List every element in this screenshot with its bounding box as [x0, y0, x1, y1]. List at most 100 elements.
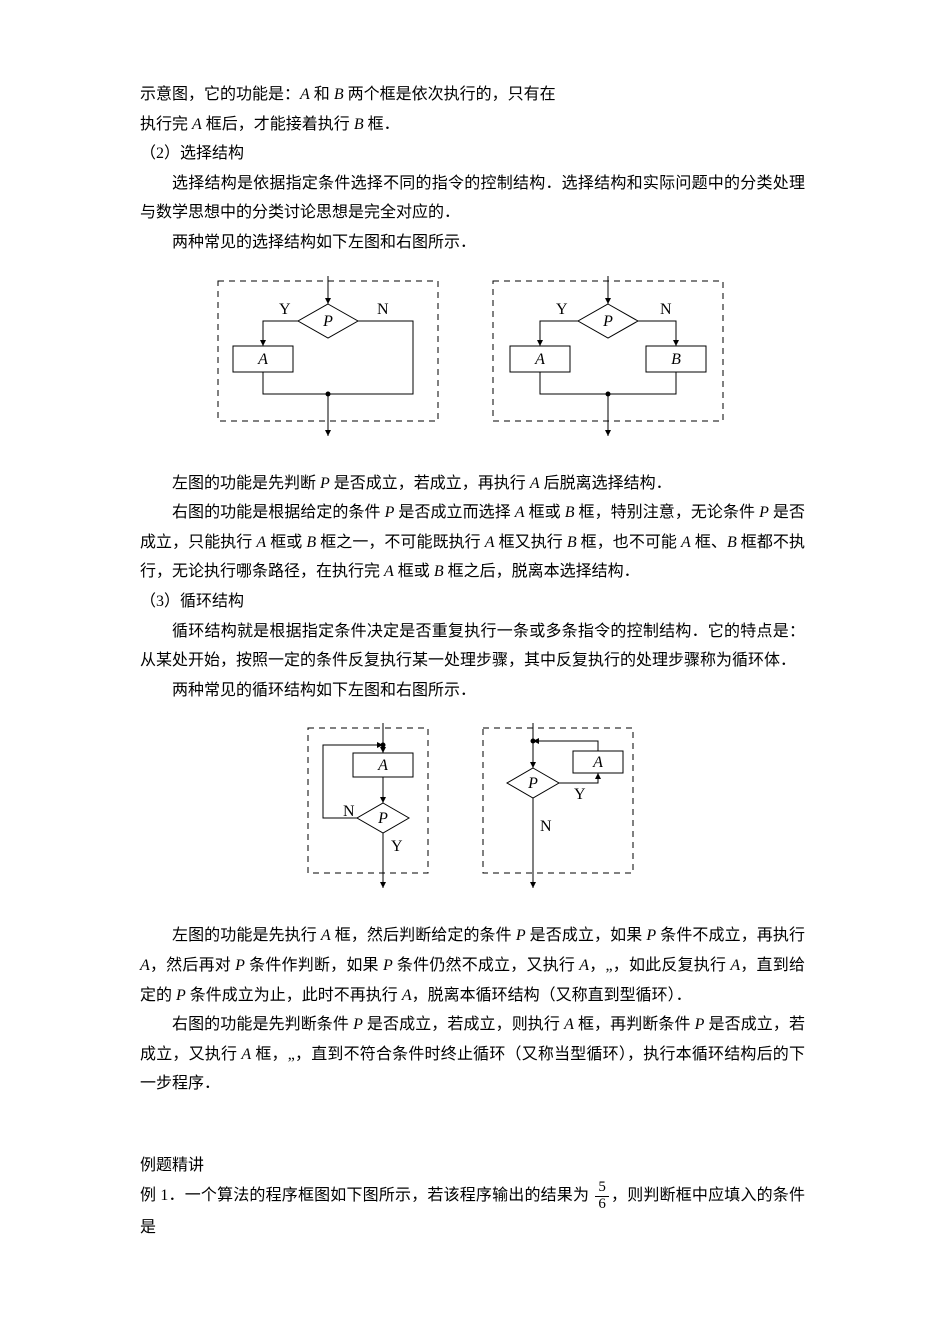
t: 例 1．一个算法的程序框图如下图所示，若该程序输出的结果为	[140, 1187, 593, 1204]
loop-exp-right: 右图的功能是先判断条件 P 是否成立，若成立，则执行 A 框，再判断条件 P 是…	[140, 1010, 805, 1099]
var-A: A	[140, 957, 150, 974]
var-A: A	[402, 987, 412, 1004]
svg-text:Y: Y	[279, 301, 291, 318]
fraction-numerator: 5	[595, 1180, 609, 1197]
t: 框又执行	[495, 534, 567, 551]
seq-desc-line2: 执行完 A 框后，才能接着执行 B 框．	[140, 110, 805, 140]
t: 框之一，不可能既执行	[316, 534, 485, 551]
loop-exp-left: 左图的功能是先执行 A 框，然后判断给定的条件 P 是否成立，如果 P 条件不成…	[140, 921, 805, 1010]
t: ，脱离本循环结构（又称直到型循环）．	[412, 987, 692, 1004]
t: 条件成立为止，此时不再执行	[186, 987, 402, 1004]
selection-flowchart-left: P Y N A	[213, 276, 448, 441]
t: 示意图，它的功能是：	[140, 86, 300, 103]
var-B: B	[565, 504, 575, 521]
svg-text:B: B	[671, 351, 681, 368]
t: 右图的功能是根据给定的条件	[172, 504, 385, 521]
var-P: P	[320, 475, 330, 492]
svg-text:Y: Y	[556, 301, 568, 318]
t: 是否成立而选择	[394, 504, 514, 521]
loop-flowchart-left: A P N Y	[303, 723, 438, 893]
var-P: P	[176, 987, 186, 1004]
var-P: P	[235, 957, 245, 974]
t: 框．	[364, 116, 400, 133]
t: 左图的功能是先判断	[172, 475, 320, 492]
loop-desc-2: 两种常见的循环结构如下左图和右图所示．	[140, 676, 805, 706]
t: 框、	[691, 534, 727, 551]
var-A: A	[256, 534, 266, 551]
t: 是否成立，如果	[526, 927, 647, 944]
spacer	[140, 1099, 805, 1151]
loop-desc-1: 循环结构就是根据指定条件决定是否重复执行一条或多条指令的控制结构．它的特点是：从…	[140, 617, 805, 676]
example-1: 例 1．一个算法的程序框图如下图所示，若该程序输出的结果为 56，则判断框中应填…	[140, 1180, 805, 1242]
t: 条件作判断，如果	[245, 957, 383, 974]
var-A: A	[192, 116, 202, 133]
svg-text:P: P	[377, 810, 388, 827]
var-B: B	[354, 116, 364, 133]
var-A: A	[321, 927, 331, 944]
selection-figures: P Y N A P Y N A B	[140, 276, 805, 441]
fraction-denominator: 6	[595, 1197, 609, 1213]
var-A: A	[730, 957, 740, 974]
loop-figures: APNY PYNA	[140, 723, 805, 893]
var-A: A	[384, 563, 394, 580]
svg-text:N: N	[343, 803, 355, 820]
var-P: P	[695, 1016, 705, 1033]
t: 框之后，脱离本选择结构．	[444, 563, 640, 580]
t: 框，也不可能	[577, 534, 681, 551]
t: 框或	[394, 563, 434, 580]
var-B: B	[567, 534, 577, 551]
t: 右图的功能是先判断条件	[172, 1016, 353, 1033]
svg-text:A: A	[257, 351, 268, 368]
t: 框，然后判断给定的条件	[331, 927, 516, 944]
t: ，然后再对	[150, 957, 235, 974]
svg-text:N: N	[540, 818, 552, 835]
selection-heading: （2）选择结构	[140, 139, 805, 169]
selection-exp-right: 右图的功能是根据给定的条件 P 是否成立而选择 A 框或 B 框，特别注意，无论…	[140, 498, 805, 587]
svg-text:N: N	[377, 301, 389, 318]
var-A: A	[681, 534, 691, 551]
var-P: P	[385, 504, 395, 521]
svg-text:N: N	[660, 301, 672, 318]
var-P: P	[646, 927, 656, 944]
var-B: B	[434, 563, 444, 580]
t: 框，再判断条件	[574, 1016, 695, 1033]
t: 是否成立，若成立，则执行	[363, 1016, 564, 1033]
t: 左图的功能是先执行	[172, 927, 321, 944]
var-A: A	[515, 504, 525, 521]
var-P: P	[759, 504, 769, 521]
t: 框，特别注意，无论条件	[575, 504, 760, 521]
var-A: A	[300, 86, 310, 103]
svg-text:Y: Y	[391, 838, 403, 855]
var-A: A	[485, 534, 495, 551]
svg-text:P: P	[527, 775, 538, 792]
var-A: A	[579, 957, 589, 974]
t: 是否成立，若成立，再执行	[330, 475, 530, 492]
svg-text:A: A	[534, 351, 545, 368]
seq-desc-line1: 示意图，它的功能是：A 和 B 两个框是依次执行的，只有在	[140, 80, 805, 110]
svg-text:A: A	[592, 754, 603, 771]
selection-flowchart-right: PYNAB	[488, 276, 733, 441]
loop-flowchart-right: P Y N A	[478, 723, 643, 893]
selection-desc-2: 两种常见的选择结构如下左图和右图所示．	[140, 228, 805, 258]
selection-exp-left: 左图的功能是先判断 P 是否成立，若成立，再执行 A 后脱离选择结构．	[140, 469, 805, 499]
var-A: A	[564, 1016, 574, 1033]
examples-heading: 例题精讲	[140, 1151, 805, 1181]
var-B: B	[727, 534, 737, 551]
selection-desc-1: 选择结构是依据指定条件选择不同的指令的控制结构．选择结构和实际问题中的分类处理与…	[140, 169, 805, 228]
svg-text:A: A	[377, 757, 388, 774]
t: 条件仍然不成立，又执行	[393, 957, 580, 974]
loop-heading: （3）循环结构	[140, 587, 805, 617]
t: 后脱离选择结构．	[540, 475, 672, 492]
t: 条件不成立，再执行	[656, 927, 805, 944]
svg-text:Y: Y	[574, 786, 586, 803]
var-B: B	[334, 86, 344, 103]
var-P: P	[353, 1016, 363, 1033]
var-P: P	[383, 957, 393, 974]
fraction-5-6: 56	[595, 1180, 609, 1213]
svg-text:P: P	[322, 313, 333, 330]
t: 框或	[266, 534, 306, 551]
var-A: A	[241, 1046, 251, 1063]
t: 框后，才能接着执行	[202, 116, 354, 133]
t: 两个框是依次执行的，只有在	[344, 86, 556, 103]
t: 框或	[525, 504, 565, 521]
